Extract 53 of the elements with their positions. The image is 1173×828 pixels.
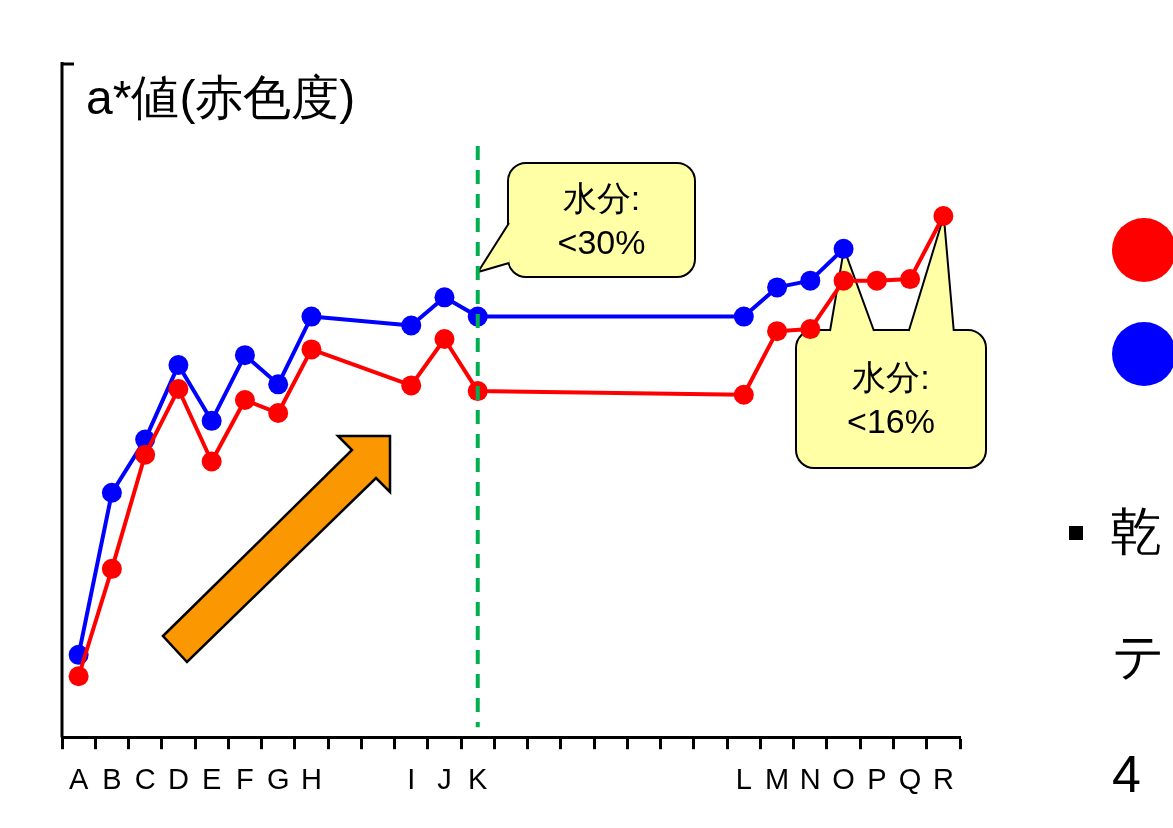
x-tick-label: P bbox=[867, 762, 887, 795]
text: 4 bbox=[1112, 745, 1141, 804]
x-tick-label: L bbox=[735, 762, 752, 795]
point bbox=[234, 345, 255, 366]
point bbox=[434, 329, 455, 349]
point bbox=[168, 355, 189, 376]
x-tick-label: R bbox=[932, 762, 954, 795]
x-tick-label: K bbox=[468, 762, 489, 795]
x-tick-label: N bbox=[799, 762, 821, 795]
x-tick-label: Q bbox=[898, 762, 922, 795]
point bbox=[101, 482, 122, 503]
x-tick-label: J bbox=[437, 762, 452, 795]
point bbox=[401, 375, 422, 396]
point bbox=[201, 410, 222, 431]
x-tick-label: F bbox=[236, 762, 254, 795]
point bbox=[434, 287, 455, 308]
point bbox=[833, 238, 854, 259]
x-tick-label: A bbox=[68, 762, 89, 795]
x-tick-label: M bbox=[764, 762, 790, 795]
x-tick-label: D bbox=[167, 762, 189, 795]
point bbox=[800, 319, 821, 340]
point bbox=[168, 379, 189, 400]
point bbox=[135, 444, 156, 465]
x-tick-label: I bbox=[407, 762, 416, 795]
point bbox=[101, 558, 122, 579]
point bbox=[733, 384, 754, 405]
point bbox=[933, 206, 954, 226]
point bbox=[401, 315, 422, 336]
point bbox=[234, 389, 255, 410]
x-tick-label: E bbox=[201, 762, 222, 795]
x-tick-label: O bbox=[832, 762, 855, 795]
point bbox=[900, 269, 921, 290]
point bbox=[833, 270, 854, 291]
point bbox=[733, 306, 754, 327]
x-tick-label: B bbox=[102, 762, 122, 795]
point bbox=[268, 403, 289, 424]
annotation: 水分: <16% bbox=[846, 358, 935, 440]
y-axis-title: a*値(赤色度) bbox=[86, 71, 356, 125]
x-tick-label: C bbox=[134, 762, 156, 795]
point bbox=[767, 277, 788, 298]
point bbox=[800, 270, 821, 291]
point bbox=[68, 666, 89, 687]
x-tick-label: G bbox=[266, 762, 290, 795]
point bbox=[866, 270, 887, 291]
text: テ bbox=[1112, 627, 1165, 686]
x-tick-label: H bbox=[300, 762, 322, 795]
point bbox=[767, 321, 788, 342]
point bbox=[268, 374, 289, 395]
text: 乾 bbox=[1110, 502, 1162, 561]
point bbox=[201, 451, 222, 472]
point bbox=[301, 306, 322, 327]
annotation: 水分: <30% bbox=[557, 179, 646, 261]
point bbox=[301, 339, 322, 360]
